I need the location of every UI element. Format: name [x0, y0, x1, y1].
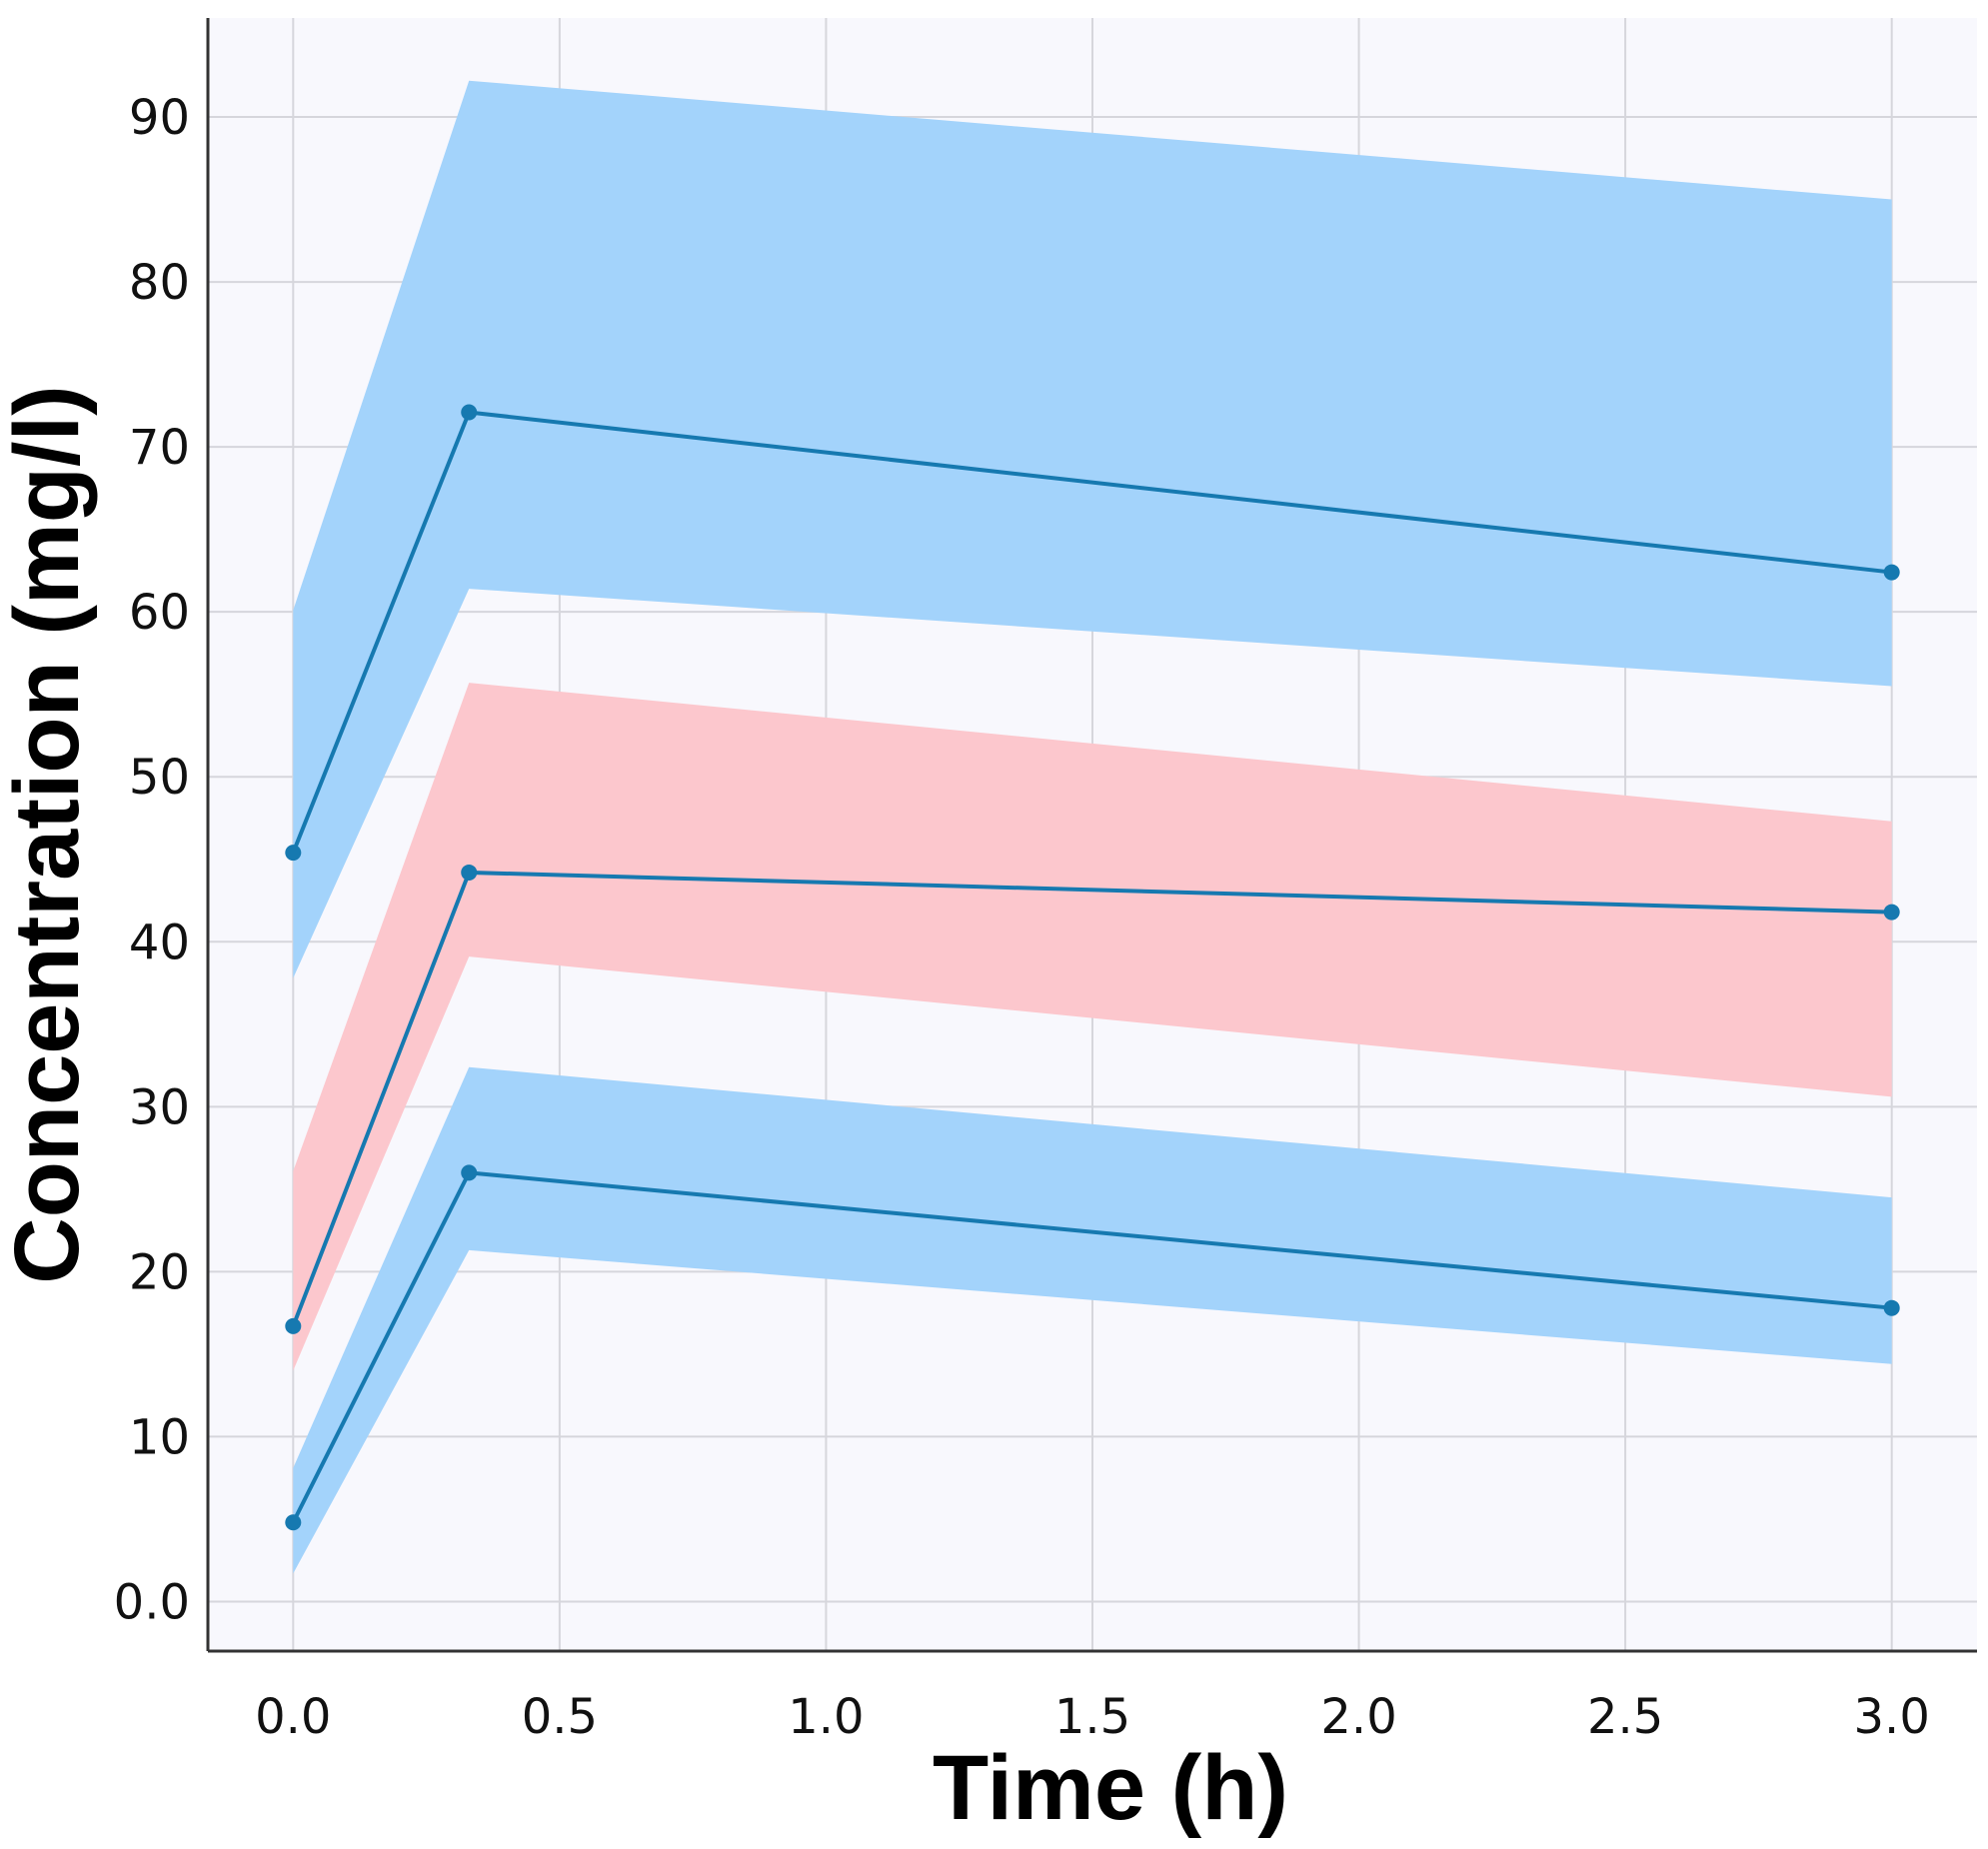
series-points [285, 404, 1900, 1531]
x-tick-label: 2.5 [1587, 1689, 1663, 1745]
y-tick-label: 70 [129, 420, 190, 476]
y-tick-label: 60 [129, 585, 190, 641]
point-upper [285, 845, 302, 862]
x-tick-label: 1.5 [1054, 1689, 1130, 1745]
point-lower [285, 1514, 302, 1531]
band-upper [293, 80, 1892, 978]
y-tick-label: 80 [129, 255, 190, 311]
x-tick-label: 1.0 [788, 1689, 864, 1745]
x-tick-label: 0.5 [522, 1689, 598, 1745]
point-upper [461, 404, 478, 421]
y-tick-label: 30 [129, 1079, 190, 1135]
y-axis-title: Concentration (mg/l) [0, 385, 98, 1284]
point-lower [461, 1164, 478, 1181]
point-middle [1883, 904, 1900, 921]
band-middle [293, 683, 1892, 1371]
y-tick-label: 10 [129, 1409, 190, 1465]
y-tick-label: 40 [129, 915, 190, 970]
point-middle [461, 864, 478, 881]
point-lower [1883, 1299, 1900, 1316]
y-tick-label: 50 [129, 750, 190, 806]
x-tick-label: 0.0 [255, 1689, 331, 1745]
y-tick-label: 90 [129, 90, 190, 146]
axes [206, 18, 1977, 1653]
y-tick-label: 0.0 [114, 1574, 190, 1630]
x-axis-title: Time (h) [933, 1737, 1288, 1839]
x-tick-label: 3.0 [1854, 1689, 1930, 1745]
point-middle [285, 1317, 302, 1334]
y-tick-labels: 0.0 10 20 30 40 50 60 70 80 90 [114, 90, 190, 1630]
x-tick-labels: 0.0 0.5 1.0 1.5 2.0 2.5 3.0 [255, 1689, 1930, 1745]
point-upper [1883, 564, 1900, 581]
x-tick-label: 2.0 [1320, 1689, 1396, 1745]
y-tick-label: 20 [129, 1244, 190, 1300]
